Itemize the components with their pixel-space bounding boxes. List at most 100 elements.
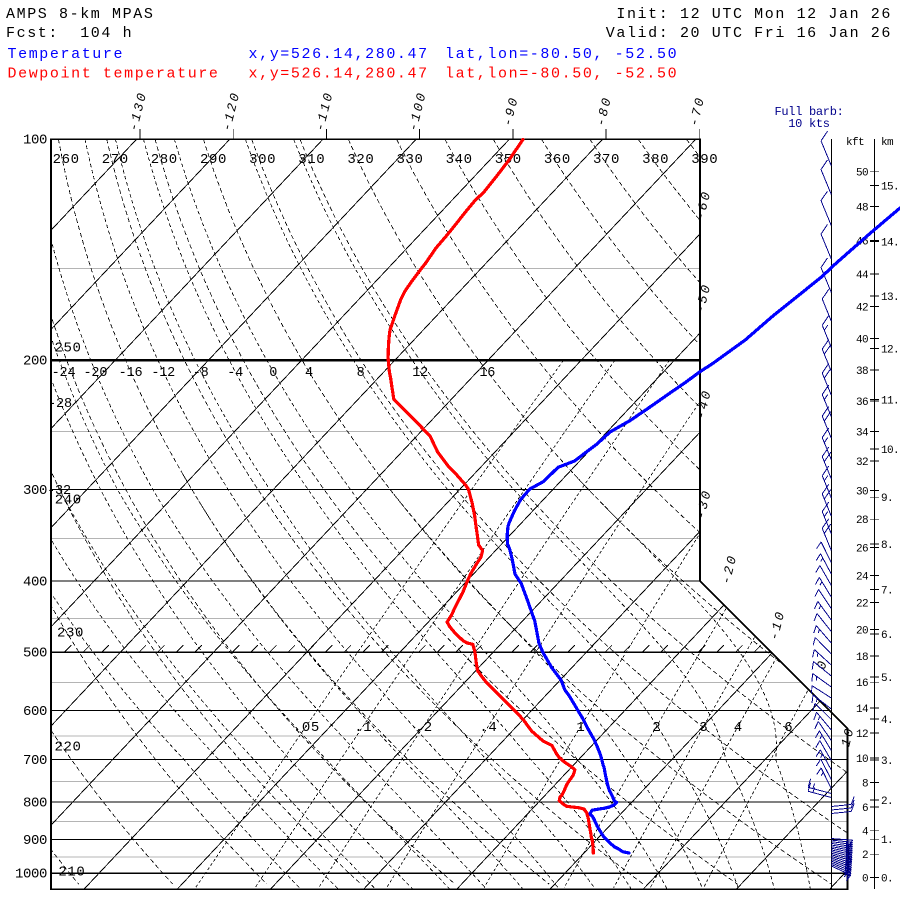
svg-text:6: 6 <box>784 720 793 736</box>
svg-text:290: 290 <box>200 152 227 168</box>
svg-text:.05: .05 <box>293 720 320 736</box>
svg-text:10.: 10. <box>881 445 899 457</box>
svg-text:lat,lon=-80.50, -52.50: lat,lon=-80.50, -52.50 <box>445 46 678 63</box>
svg-text:4: 4 <box>305 366 313 381</box>
svg-text:16: 16 <box>856 678 868 690</box>
svg-text:320: 320 <box>347 152 374 168</box>
svg-text:6.: 6. <box>881 630 893 642</box>
svg-text:22: 22 <box>856 599 868 611</box>
svg-text:x,y=526.14,280.47: x,y=526.14,280.47 <box>249 46 429 63</box>
svg-text:3.: 3. <box>881 756 893 768</box>
svg-text:44: 44 <box>856 270 869 282</box>
svg-text:370: 370 <box>593 152 620 168</box>
svg-text:-10: -10 <box>767 608 789 641</box>
svg-text:48: 48 <box>856 202 868 214</box>
svg-text:16: 16 <box>479 366 495 381</box>
svg-text:30: 30 <box>856 486 868 498</box>
svg-text:28: 28 <box>856 515 868 527</box>
svg-text:230: 230 <box>57 626 84 642</box>
svg-text:6: 6 <box>862 803 868 815</box>
svg-text:Temperature: Temperature <box>8 46 125 63</box>
svg-text:13.: 13. <box>881 292 899 304</box>
svg-text:8: 8 <box>357 366 365 381</box>
svg-text:kft: kft <box>846 137 864 149</box>
svg-text:270: 270 <box>102 152 129 168</box>
svg-text:250: 250 <box>54 341 81 357</box>
svg-text:900: 900 <box>23 833 47 849</box>
svg-text:50: 50 <box>856 168 868 180</box>
svg-text:240: 240 <box>55 493 82 509</box>
svg-text:26: 26 <box>856 544 868 556</box>
svg-text:100: 100 <box>23 133 47 149</box>
svg-text:x,y=526.14,280.47: x,y=526.14,280.47 <box>249 66 429 83</box>
svg-text:8.: 8. <box>881 540 893 552</box>
svg-text:0.: 0. <box>881 873 893 885</box>
svg-text:-24: -24 <box>52 366 76 381</box>
svg-text:4.: 4. <box>881 715 893 727</box>
svg-text:-70: -70 <box>686 94 708 127</box>
svg-text:340: 340 <box>446 152 473 168</box>
svg-text:-4: -4 <box>227 366 243 381</box>
svg-text:200: 200 <box>23 354 47 370</box>
svg-text:390: 390 <box>691 152 718 168</box>
svg-text:-28: -28 <box>48 397 72 412</box>
svg-text:800: 800 <box>23 796 47 812</box>
svg-text:-20: -20 <box>719 552 741 585</box>
svg-text:.2: .2 <box>415 720 433 736</box>
svg-text:20: 20 <box>856 626 868 638</box>
svg-text:7.: 7. <box>881 586 893 598</box>
svg-text:260: 260 <box>53 152 80 168</box>
svg-text:Full barb:: Full barb: <box>774 105 843 119</box>
svg-text:15.: 15. <box>881 181 899 193</box>
svg-text:210: 210 <box>58 865 85 881</box>
svg-text:5.: 5. <box>881 673 893 685</box>
svg-text:380: 380 <box>642 152 669 168</box>
svg-text:10: 10 <box>856 754 868 766</box>
svg-text:-30: -30 <box>693 487 715 520</box>
svg-text:-12: -12 <box>151 366 175 381</box>
svg-text:Init: 12 UTC Mon 12 Jan 26: Init: 12 UTC Mon 12 Jan 26 <box>616 6 892 23</box>
svg-text:280: 280 <box>151 152 178 168</box>
svg-text:32: 32 <box>856 457 868 469</box>
svg-text:300: 300 <box>23 483 47 499</box>
svg-text:2.: 2. <box>881 796 893 808</box>
svg-text:-90: -90 <box>500 94 522 127</box>
svg-text:-40: -40 <box>693 387 715 420</box>
svg-text:12.: 12. <box>881 345 899 357</box>
svg-text:9.: 9. <box>881 493 893 505</box>
svg-text:42: 42 <box>856 303 868 315</box>
svg-text:14.: 14. <box>881 238 899 250</box>
svg-text:10: 10 <box>838 725 857 748</box>
svg-text:40: 40 <box>856 335 868 347</box>
svg-text:1: 1 <box>576 720 585 736</box>
svg-text:600: 600 <box>23 704 47 720</box>
svg-text:0: 0 <box>269 366 277 381</box>
svg-text:.1: .1 <box>354 720 372 736</box>
svg-text:300: 300 <box>249 152 276 168</box>
svg-text:2: 2 <box>862 850 868 862</box>
svg-text:-16: -16 <box>119 366 143 381</box>
svg-text:-8: -8 <box>193 366 209 381</box>
svg-text:km: km <box>881 137 894 149</box>
svg-text:330: 330 <box>396 152 423 168</box>
svg-text:AMPS 8-km MPAS: AMPS 8-km MPAS <box>6 6 154 23</box>
svg-text:.4: .4 <box>479 720 497 736</box>
svg-text:0: 0 <box>862 873 868 885</box>
svg-text:-20: -20 <box>84 366 108 381</box>
svg-text:1.: 1. <box>881 835 893 847</box>
svg-text:310: 310 <box>298 152 325 168</box>
svg-text:Fcst: 104 h: Fcst: 104 h <box>6 25 133 42</box>
svg-text:3: 3 <box>699 720 708 736</box>
svg-text:36: 36 <box>856 397 868 409</box>
svg-text:Valid: 20 UTC Fri 16 Jan 26: Valid: 20 UTC Fri 16 Jan 26 <box>606 25 892 42</box>
svg-text:400: 400 <box>23 575 47 591</box>
svg-text:10 kts: 10 kts <box>788 117 830 131</box>
svg-text:11.: 11. <box>881 396 899 408</box>
svg-text:500: 500 <box>23 646 47 662</box>
svg-text:-32: -32 <box>47 484 71 499</box>
svg-text:12: 12 <box>856 729 868 741</box>
svg-text:Dewpoint temperature: Dewpoint temperature <box>8 66 220 83</box>
svg-text:24: 24 <box>856 571 869 583</box>
svg-text:4: 4 <box>862 827 869 839</box>
svg-text:-60: -60 <box>693 188 715 221</box>
